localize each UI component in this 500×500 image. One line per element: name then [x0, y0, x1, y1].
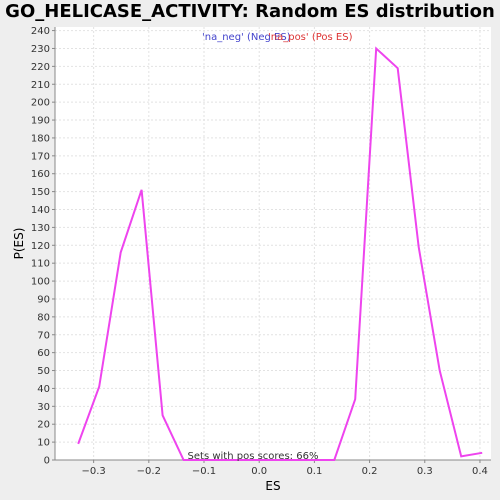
- y-tick-label: 0: [44, 456, 50, 467]
- y-tick-label: 80: [37, 312, 50, 323]
- x-tick-label: 0.0: [251, 466, 267, 477]
- y-tick-label: 150: [31, 187, 50, 198]
- x-axis-label: ES: [265, 479, 280, 493]
- y-tick-label: 140: [31, 205, 50, 216]
- y-tick-label: 180: [31, 133, 50, 144]
- y-tick-label: 210: [31, 80, 50, 91]
- y-tick-label: 170: [31, 151, 50, 162]
- legend-entry-pos: 'na_pos' (Pos ES): [268, 32, 353, 43]
- y-tick-label: 50: [37, 366, 50, 377]
- y-tick-label: 190: [31, 116, 50, 127]
- y-tick-label: 40: [37, 384, 50, 395]
- y-tick-label: 240: [31, 26, 50, 37]
- x-tick-label: 0.2: [362, 466, 378, 477]
- y-tick-label: 70: [37, 330, 50, 341]
- x-tick-label: −0.1: [192, 466, 216, 477]
- y-tick-label: 100: [31, 277, 50, 288]
- y-tick-label: 120: [31, 241, 50, 252]
- y-tick-label: 220: [31, 62, 50, 73]
- chart-title: GO_HELICASE_ACTIVITY: Random ES distribu…: [5, 1, 495, 22]
- y-tick-label: 20: [37, 420, 50, 431]
- series-line: [77, 46, 483, 461]
- legend-entry-neg: 'na_neg' (Neg ES): [202, 32, 291, 43]
- plot-area: [55, 27, 491, 460]
- y-tick-label: 110: [31, 259, 50, 270]
- y-tick-label: 30: [37, 402, 50, 413]
- x-tick-label: 0.4: [472, 466, 488, 477]
- y-axis-label: P(ES): [12, 228, 26, 260]
- x-tick-label: −0.3: [81, 466, 105, 477]
- y-tick-label: 130: [31, 223, 50, 234]
- y-tick-label: 230: [31, 44, 50, 55]
- y-tick-label: 90: [37, 294, 50, 305]
- x-tick-label: −0.2: [137, 466, 161, 477]
- x-tick-label: 0.1: [306, 466, 322, 477]
- y-tick-label: 160: [31, 169, 50, 180]
- y-tick-label: 60: [37, 348, 50, 359]
- y-tick-label: 10: [37, 438, 50, 449]
- pos-scores-annotation: Sets with pos scores: 66%: [188, 451, 319, 462]
- y-tick-label: 200: [31, 98, 50, 109]
- x-tick-label: 0.3: [417, 466, 433, 477]
